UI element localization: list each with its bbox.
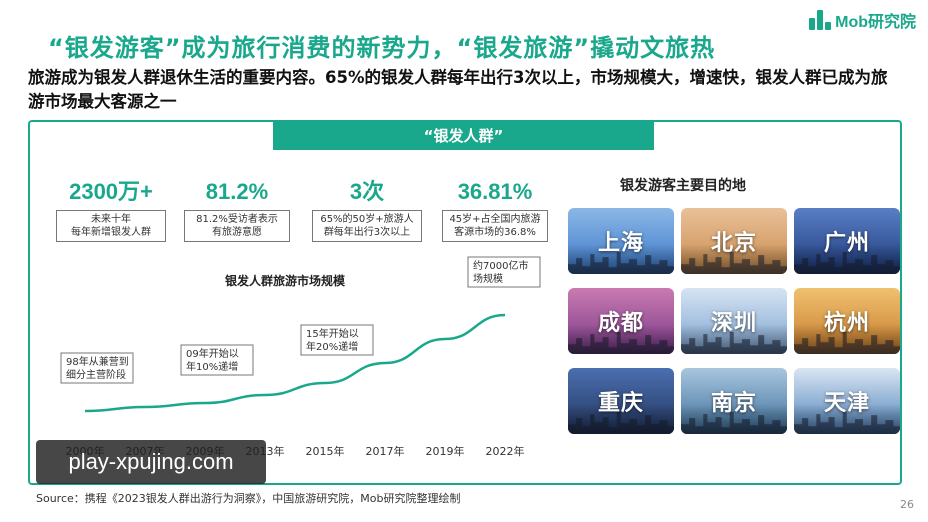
annotation-text: 15年开始以 bbox=[306, 327, 359, 340]
page-title: “银发游客”成为旅行消费的新势力，“银发旅游”撬动文旅热 bbox=[48, 34, 716, 62]
city-tile: 北京 bbox=[681, 208, 787, 274]
stat-desc: 未来十年 每年新增银发人群 bbox=[56, 210, 166, 242]
stat-market-share: 36.81% 45岁+占全国内旅游 客源市场的36.8% bbox=[442, 178, 548, 242]
city-name: 杭州 bbox=[823, 311, 870, 336]
skyline-icon bbox=[681, 251, 787, 274]
annotation-text: 年10%递增 bbox=[186, 360, 238, 373]
skyline-icon bbox=[568, 251, 674, 274]
city-name: 重庆 bbox=[597, 391, 644, 416]
annotation-text: 09年开始以 bbox=[186, 347, 239, 360]
city-tile: 南京 bbox=[681, 368, 787, 434]
stat-new-seniors: 2300万+ 未来十年 每年新增银发人群 bbox=[56, 178, 166, 242]
city-name: 北京 bbox=[710, 231, 757, 256]
annotation-text: 场规模 bbox=[473, 272, 503, 285]
city-tile: 上海 bbox=[568, 208, 674, 274]
brand-name: Mob研究院 bbox=[835, 14, 916, 31]
city-name: 成都 bbox=[597, 311, 644, 336]
city-name: 南京 bbox=[710, 391, 757, 416]
skyline-icon bbox=[568, 331, 674, 354]
city-tile: 成都 bbox=[568, 288, 674, 354]
city-name: 天津 bbox=[823, 391, 870, 416]
stat-value: 2300万+ bbox=[69, 179, 153, 204]
city-tile: 深圳 bbox=[681, 288, 787, 354]
city-tile: 天津 bbox=[794, 368, 900, 434]
skyline-icon bbox=[794, 251, 900, 274]
annotation-text: 年20%递增 bbox=[306, 340, 358, 353]
stat-travel-intent: 81.2% 81.2%受访者表示 有旅游意愿 bbox=[184, 178, 290, 242]
bar-chart-icon bbox=[809, 10, 832, 30]
page-subtitle: 旅游成为银发人群退休生活的重要内容。65%的银发人群每年出行3次以上，市场规模大… bbox=[28, 68, 888, 111]
city-tile: 广州 bbox=[794, 208, 900, 274]
chart-title: 银发人群旅游市场规模 bbox=[225, 274, 346, 288]
city-tile: 重庆 bbox=[568, 368, 674, 434]
annotation-box bbox=[467, 256, 541, 288]
x-tick-label: 2019年 bbox=[426, 444, 465, 458]
annotation-box bbox=[300, 324, 374, 356]
annotation-box bbox=[180, 344, 254, 376]
x-tick-label: 2015年 bbox=[306, 444, 345, 458]
annotation-text: 98年从兼营到 bbox=[66, 355, 129, 368]
page-number: 26 bbox=[900, 498, 914, 511]
stat-desc: 45岁+占全国内旅游 客源市场的36.8% bbox=[442, 210, 548, 242]
stat-desc: 81.2%受访者表示 有旅游意愿 bbox=[184, 210, 290, 242]
skyline-icon bbox=[794, 411, 900, 434]
skyline-icon bbox=[681, 331, 787, 354]
section-banner: “银发人群” bbox=[273, 120, 654, 150]
x-tick-label: 2017年 bbox=[366, 444, 405, 458]
watermark: play-xpujing.com bbox=[36, 440, 266, 484]
stat-desc: 65%的50岁+旅游人 群每年出行3次以上 bbox=[312, 210, 422, 242]
stat-value: 3次 bbox=[349, 179, 385, 204]
skyline-icon bbox=[681, 411, 787, 434]
stat-trips-per-year: 3次 65%的50岁+旅游人 群每年出行3次以上 bbox=[312, 178, 422, 242]
x-tick-label: 2022年 bbox=[486, 444, 525, 458]
annotation-text: 细分主营阶段 bbox=[66, 368, 126, 381]
city-name: 深圳 bbox=[710, 311, 757, 336]
stat-value: 81.2% bbox=[205, 179, 269, 204]
city-tile: 杭州 bbox=[794, 288, 900, 354]
content-panel: “银发人群” bbox=[28, 120, 902, 485]
annotation-text: 约7000亿市 bbox=[473, 259, 528, 272]
city-name: 广州 bbox=[823, 231, 870, 256]
stat-value: 36.81% bbox=[457, 179, 533, 204]
series-line bbox=[84, 313, 506, 413]
city-name: 上海 bbox=[597, 231, 644, 256]
brand-logo: Mob研究院 bbox=[809, 8, 916, 32]
skyline-icon bbox=[794, 331, 900, 354]
destinations-title: 银发游客主要目的地 bbox=[620, 178, 746, 194]
annotation-box bbox=[60, 352, 134, 384]
skyline-icon bbox=[568, 411, 674, 434]
source-note: Source：携程《2023银发人群出游行为洞察》，中国旅游研究院，Mob研究院… bbox=[36, 492, 461, 505]
